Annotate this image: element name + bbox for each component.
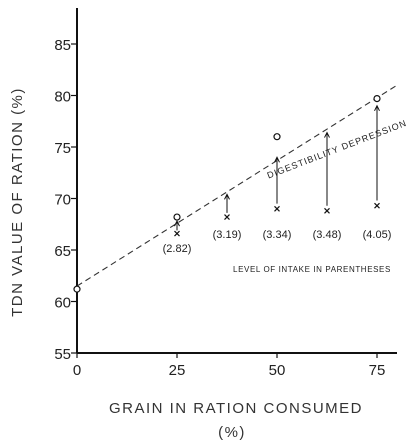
intake-label: (4.05)	[363, 229, 392, 241]
y-tick-label: 80	[54, 89, 71, 106]
observed-point	[374, 202, 380, 209]
observed-point	[274, 205, 280, 212]
y-tick-label: 55	[54, 346, 71, 363]
depression-arrowhead	[274, 156, 280, 163]
intake-label: (3.19)	[213, 229, 242, 241]
y-tick-label: 85	[54, 37, 71, 54]
reference-line	[76, 84, 398, 287]
x-axis-title: GRAIN IN RATION CONSUMED	[109, 400, 363, 417]
expected-point	[273, 133, 281, 141]
x-tick-label: 25	[169, 362, 186, 379]
observed-point	[324, 207, 330, 214]
y-tick-label: 60	[54, 295, 71, 312]
y-tick-label: 65	[54, 243, 71, 260]
depression-arrowhead	[324, 131, 330, 138]
intake-label: (3.48)	[313, 229, 342, 241]
x-tick-label: 75	[369, 362, 386, 379]
x-tick-label: 0	[73, 362, 81, 379]
observed-point	[224, 214, 230, 220]
y-tick-label: 75	[54, 140, 71, 157]
y-tick-label: 70	[54, 192, 71, 209]
depression-arrowhead	[374, 104, 380, 112]
intake-note: LEVEL OF INTAKE IN PARENTHESES	[233, 265, 391, 274]
reference-line-layer	[76, 84, 398, 287]
expected-point	[173, 213, 181, 221]
x-axis-unit: (%)	[218, 424, 246, 441]
observed-point	[174, 230, 180, 237]
x-tick-label: 50	[269, 362, 286, 379]
intake-label: (3.34)	[263, 229, 292, 241]
depression-arrows-layer	[174, 104, 380, 231]
points-layer	[73, 94, 381, 293]
labels-layer: (2.82) (3.19) (3.34) (3.48) (4.05)	[163, 229, 392, 255]
expected-point	[373, 94, 381, 103]
line-annotation: DIGESTIBILITY DEPRESSION	[266, 118, 409, 181]
y-axis-title: TDN VALUE OF RATION (%)	[9, 87, 26, 317]
depression-arrowhead	[224, 193, 230, 200]
depression-arrowhead	[174, 220, 180, 227]
expected-point	[73, 285, 81, 293]
intake-label: (2.82)	[163, 243, 192, 255]
axes-layer: 55 60 65 70 75 80 85 0 25 50 75	[54, 8, 397, 379]
